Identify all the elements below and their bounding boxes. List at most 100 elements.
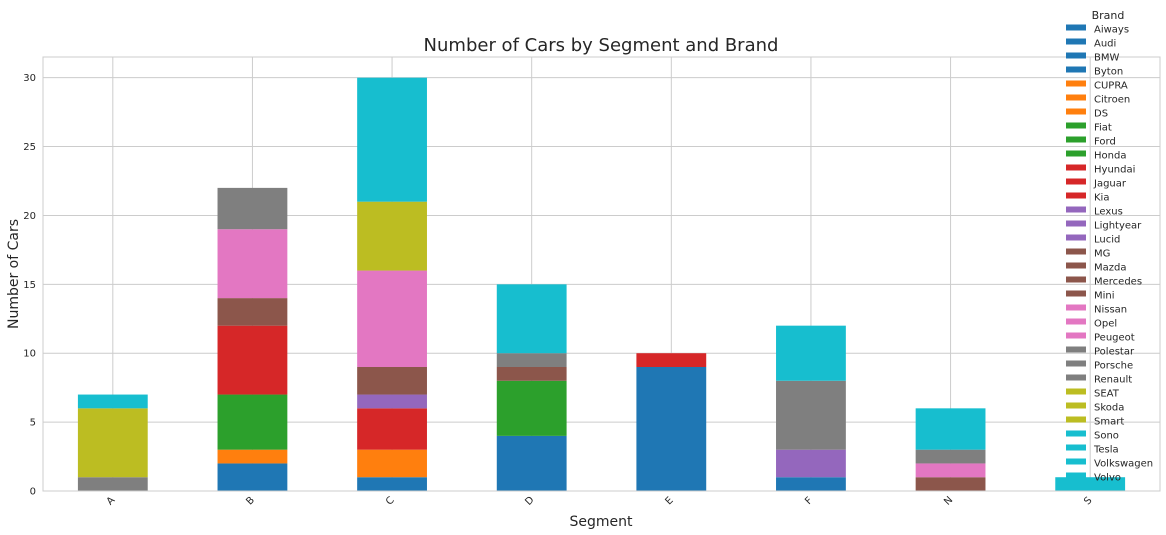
bar-segment — [496, 380, 567, 436]
x-tick-label: S — [1082, 495, 1094, 507]
legend-swatch — [1066, 38, 1086, 45]
legend-swatch — [1066, 388, 1086, 395]
gridlines — [43, 57, 1160, 492]
legend-label: Polestar — [1094, 347, 1135, 358]
legend-swatch — [1066, 444, 1086, 451]
bar-segment — [915, 408, 986, 450]
bar-segment — [636, 367, 707, 491]
legend-label: Mercedes — [1094, 277, 1142, 288]
bar-segment — [77, 408, 148, 478]
legend-label: Lexus — [1094, 207, 1123, 218]
x-tick-label: B — [244, 495, 257, 508]
legend-label: Fiat — [1094, 123, 1112, 134]
x-tick-label: C — [384, 495, 397, 508]
bar-segment — [77, 394, 148, 409]
legend-label: Peugeot — [1094, 333, 1135, 344]
legend-swatch — [1066, 374, 1086, 381]
bar-segment — [496, 367, 567, 381]
legend-label: Audi — [1094, 39, 1116, 50]
bar-segment — [217, 325, 288, 395]
bar-segment — [217, 298, 288, 326]
legend-swatch — [1066, 276, 1086, 283]
plot-frame — [42, 56, 1161, 492]
x-tick-label: E — [663, 495, 675, 507]
legend-label: Tesla — [1093, 445, 1119, 456]
bar-marks — [77, 77, 1126, 491]
legend-label: Renault — [1094, 375, 1132, 386]
legend-label: Mini — [1094, 291, 1115, 302]
legend-swatch — [1066, 178, 1086, 185]
legend-label: Opel — [1094, 319, 1117, 330]
bar-segment — [357, 270, 427, 367]
legend-label: SEAT — [1094, 389, 1120, 400]
legend-label: Skoda — [1094, 403, 1124, 414]
legend-label: Kia — [1094, 193, 1109, 204]
legend-label: MG — [1094, 249, 1110, 260]
legend-label: Volkswagen — [1094, 459, 1153, 470]
legend-swatch — [1066, 234, 1086, 241]
legend-swatch — [1066, 416, 1086, 423]
legend-swatch — [1066, 52, 1086, 59]
bar-segment — [357, 394, 427, 409]
bar-segment — [776, 449, 846, 478]
bar-segment — [776, 477, 846, 491]
legend-label: Citroen — [1094, 95, 1130, 106]
bar-segment — [496, 435, 567, 491]
legend-swatch — [1066, 332, 1086, 339]
legend-swatch — [1066, 150, 1086, 157]
bar-segment — [776, 380, 846, 450]
legend-label: Aiways — [1094, 25, 1129, 36]
bar-segment — [357, 201, 427, 271]
legend-label: CUPRA — [1094, 81, 1128, 92]
y-tick-label: 5 — [30, 418, 36, 429]
x-tick-label: D — [523, 494, 536, 507]
x-tick-label: N — [942, 495, 955, 508]
legend-label: Hyundai — [1094, 165, 1135, 176]
x-tick-label: A — [105, 495, 118, 508]
legend-swatch — [1066, 248, 1086, 255]
legend-title: Brand — [1092, 9, 1125, 22]
x-axis-title: Segment — [570, 514, 634, 530]
legend-swatch — [1066, 136, 1086, 143]
legend-label: Jaguar — [1093, 179, 1127, 190]
legend-label: BMW — [1094, 53, 1119, 64]
legend-swatch — [1066, 472, 1086, 479]
legend-swatch — [1066, 360, 1086, 367]
legend-swatch — [1066, 80, 1086, 87]
bar-segment — [217, 394, 288, 450]
bar-segment — [77, 477, 148, 491]
legend-label: DS — [1094, 109, 1108, 120]
legend-swatch — [1066, 24, 1086, 31]
legend-label: Ford — [1094, 137, 1116, 148]
legend-swatch — [1066, 192, 1086, 199]
legend-swatch — [1066, 220, 1086, 227]
legend-swatch — [1066, 458, 1086, 465]
bar-segment — [915, 449, 986, 464]
bar-segment — [217, 463, 288, 491]
bar-segment — [496, 353, 567, 367]
legend-swatch — [1066, 290, 1086, 297]
y-tick-label: 10 — [23, 349, 36, 360]
legend-swatch — [1066, 164, 1086, 171]
bar-segment — [357, 367, 427, 395]
legend-label: Smart — [1094, 417, 1124, 428]
legend-label: Lucid — [1094, 235, 1120, 246]
bar-segment — [217, 187, 288, 230]
bar-segment — [357, 477, 427, 491]
legend-swatch — [1066, 318, 1086, 325]
bar-segment — [496, 284, 567, 354]
legend-swatch — [1066, 430, 1086, 437]
y-tick-labels: 0 5 10 15 20 25 30 — [23, 73, 36, 497]
y-tick-label: 25 — [23, 142, 36, 153]
legend-label: Nissan — [1094, 305, 1127, 316]
legend-label: Honda — [1094, 151, 1126, 162]
y-tick-label: 15 — [23, 280, 36, 291]
y-tick-label: 30 — [23, 73, 36, 84]
legend-label: Sono — [1094, 431, 1119, 442]
legend-swatch — [1066, 94, 1086, 101]
bar-segment — [217, 229, 288, 299]
bar-segment — [915, 463, 986, 478]
legend-swatch — [1066, 346, 1086, 353]
legend: Brand Aiways Audi BMW Byton CUPRA Citroen DS Fi… — [1066, 9, 1153, 484]
bar-segment — [357, 408, 427, 450]
